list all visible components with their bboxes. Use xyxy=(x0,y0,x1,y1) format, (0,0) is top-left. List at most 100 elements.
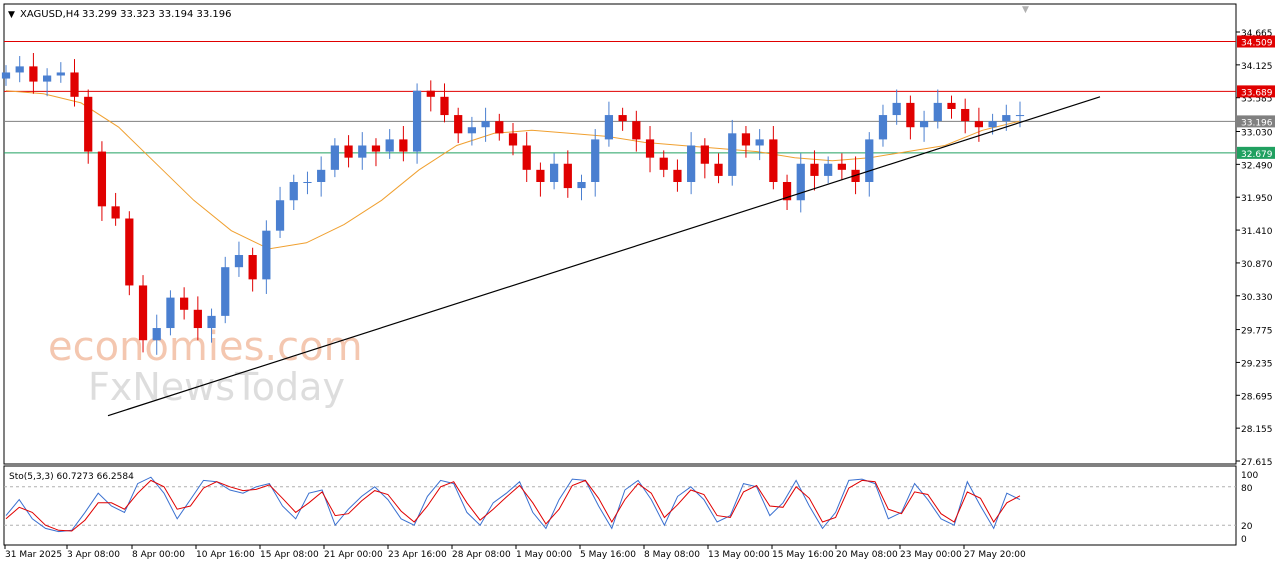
collapse-arrow-icon[interactable]: ▼ xyxy=(8,10,15,20)
candle-body xyxy=(892,102,901,116)
price-tick-label: 28.155 xyxy=(1241,425,1273,435)
candle-body xyxy=(755,139,764,146)
stochastic-tick-label: 20 xyxy=(1241,522,1253,532)
candle-body xyxy=(138,285,148,341)
candle-body xyxy=(111,206,120,219)
candle-body xyxy=(29,66,38,82)
candle-body xyxy=(454,115,463,134)
candle-body xyxy=(152,328,161,341)
candle-body xyxy=(467,127,477,134)
candle-body xyxy=(330,145,339,170)
candle-body xyxy=(919,121,929,128)
stochastic-tick-label: 100 xyxy=(1241,471,1258,481)
main-panel-frame xyxy=(3,3,1237,465)
price-tick-label: 32.490 xyxy=(1241,161,1273,171)
candle-body xyxy=(769,139,778,182)
level-price-tag xyxy=(1237,146,1275,159)
candle-body xyxy=(180,297,189,310)
time-tick-label: 21 Apr 00:00 xyxy=(324,550,383,560)
level-price-tag xyxy=(1237,35,1275,48)
candle-body xyxy=(289,181,298,201)
candle-body xyxy=(522,145,531,170)
candle-body xyxy=(536,169,545,182)
candle-body xyxy=(645,139,655,158)
candle-body xyxy=(84,96,93,152)
candle-body xyxy=(865,139,874,182)
candle-body xyxy=(371,145,381,152)
candle-body xyxy=(495,121,504,134)
time-tick-label: 15 Apr 08:00 xyxy=(260,550,319,560)
time-tick-label: 5 May 16:00 xyxy=(580,550,636,560)
price-axis: 34.665 34.125 33.585 33.030 32.490 31.950 31.4… xyxy=(1236,29,1273,468)
candle-body xyxy=(56,72,65,76)
price-tick-label: 30.870 xyxy=(1241,260,1273,270)
level-price-tag-label: 32.679 xyxy=(1241,150,1273,160)
time-tick-label: 1 May 00:00 xyxy=(516,550,572,560)
candle-body xyxy=(344,145,353,158)
time-tick-label: 13 May 00:00 xyxy=(708,550,770,560)
watermark-fxnewstoday: FxNewsToday xyxy=(88,365,345,409)
candle-body xyxy=(207,315,216,329)
candle-body xyxy=(1015,115,1025,117)
candle-body xyxy=(1002,115,1011,122)
level-price-tag-label: 33.689 xyxy=(1241,88,1273,98)
candle-body xyxy=(303,181,312,183)
time-tick-label: 27 May 20:00 xyxy=(964,550,1026,560)
time-tick-label: 3 Apr 08:00 xyxy=(67,550,120,560)
symbol-label: XAGUSD,H4 xyxy=(20,9,80,20)
candle-body xyxy=(591,139,600,182)
stochastic-tick-label: 0 xyxy=(1241,535,1247,545)
candle-body xyxy=(618,115,627,122)
candle-body xyxy=(358,145,367,158)
candle-body xyxy=(577,181,586,189)
price-tick-label: 33.585 xyxy=(1241,95,1273,105)
candle-body xyxy=(604,115,614,140)
candle-body xyxy=(125,218,134,286)
candle-body xyxy=(728,133,737,176)
candle-body xyxy=(741,133,751,146)
price-tick-label: 27.615 xyxy=(1241,458,1273,468)
candle-body xyxy=(412,90,422,152)
candle-body xyxy=(221,267,230,316)
candle-body xyxy=(933,102,942,122)
price-tick-label: 34.125 xyxy=(1241,62,1273,72)
time-axis: 31 Mar 2025 3 Apr 08:00 8 Apr 00:00 10 Apr … xyxy=(4,545,1026,560)
watermark-economies: economies.com xyxy=(48,324,363,370)
candle-body xyxy=(824,163,833,176)
candle-body xyxy=(714,163,723,176)
candle-body xyxy=(974,121,984,128)
candle-body xyxy=(659,157,668,170)
candle-body xyxy=(687,145,696,182)
price-tick-label: 31.950 xyxy=(1241,194,1273,204)
time-tick-label: 8 Apr 00:00 xyxy=(132,550,185,560)
candle-body xyxy=(166,297,175,329)
candle-body xyxy=(426,90,435,97)
price-tick-label: 28.695 xyxy=(1241,392,1273,402)
candle-body xyxy=(906,102,915,128)
panel-arrow-icon[interactable]: ▼ xyxy=(1022,5,1029,15)
candle-body xyxy=(262,230,271,280)
candle-body xyxy=(961,108,970,122)
time-tick-label: 20 May 08:00 xyxy=(836,550,898,560)
candle-body xyxy=(70,72,79,97)
candle-body xyxy=(440,96,449,116)
stochastic: 100 80 20 0 xyxy=(4,471,1258,545)
stochastic-label: Sto(5,3,3) 60.7273 66.2584 xyxy=(9,472,134,482)
candle-body xyxy=(947,102,956,109)
candle-body xyxy=(97,151,107,207)
candle-body xyxy=(248,255,257,280)
time-tick-label: 8 May 08:00 xyxy=(644,550,700,560)
trendline xyxy=(107,96,1101,417)
ascending-trendline[interactable] xyxy=(107,96,1101,417)
candle-body xyxy=(837,163,846,170)
candle-body xyxy=(796,163,805,201)
stochastic-panel-frame xyxy=(3,465,1237,546)
candle-body xyxy=(563,163,572,189)
candle-body xyxy=(673,169,682,182)
ohlc-values: 33.299 33.323 33.194 33.196 xyxy=(82,9,232,20)
level-price-tag xyxy=(1237,115,1275,128)
time-tick-label: 23 Apr 16:00 xyxy=(388,550,447,560)
price-tick-label: 29.775 xyxy=(1241,327,1273,337)
horizontal-levels: 34.509 33.689 33.196 32.679 xyxy=(4,35,1275,160)
